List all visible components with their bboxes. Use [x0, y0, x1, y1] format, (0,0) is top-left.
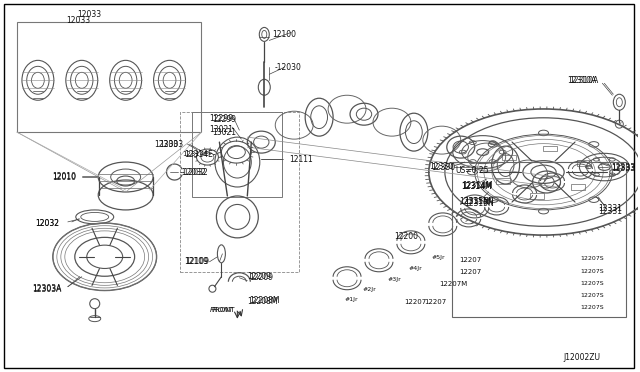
Bar — [543, 145, 557, 151]
Text: 12207M: 12207M — [439, 281, 467, 287]
Text: FRONT: FRONT — [211, 307, 235, 312]
Text: 12033: 12033 — [77, 10, 102, 19]
Text: 12209: 12209 — [247, 272, 271, 281]
Text: -12030: -12030 — [275, 63, 301, 72]
Text: 12109: 12109 — [186, 257, 209, 266]
Text: 12303: 12303 — [155, 140, 179, 148]
Text: 12032: 12032 — [35, 219, 59, 228]
Text: 12310A: 12310A — [567, 76, 596, 85]
Text: 12208M: 12208M — [250, 296, 280, 305]
Text: 12207S: 12207S — [580, 256, 604, 261]
Text: 12333: 12333 — [611, 163, 636, 171]
Bar — [502, 154, 516, 160]
Text: #1Jr: #1Jr — [344, 297, 358, 302]
Text: #5Jr: #5Jr — [432, 255, 445, 260]
Bar — [571, 184, 585, 190]
Text: #3Jr: #3Jr — [388, 277, 402, 282]
Text: 12207: 12207 — [404, 299, 426, 305]
Text: 12314E-: 12314E- — [184, 150, 216, 158]
Text: -12032: -12032 — [182, 167, 208, 177]
Text: -12032: -12032 — [179, 167, 206, 177]
Text: 12331: 12331 — [598, 205, 622, 214]
Text: #2Jr: #2Jr — [362, 287, 376, 292]
Text: 12200: 12200 — [394, 232, 418, 241]
Text: #4Jr: #4Jr — [409, 266, 422, 271]
Text: 12314M: 12314M — [461, 183, 492, 192]
Text: 12330: 12330 — [431, 163, 455, 171]
Text: 12010: 12010 — [52, 173, 76, 182]
Text: 12303A: 12303A — [32, 284, 61, 293]
Text: 12314M: 12314M — [461, 180, 492, 189]
Text: 12314E-: 12314E- — [182, 151, 212, 157]
Bar — [179, 112, 299, 272]
Text: 12315N: 12315N — [464, 199, 493, 208]
Text: 12331: 12331 — [598, 208, 622, 217]
Text: 12207S: 12207S — [580, 269, 604, 274]
Text: 12209: 12209 — [250, 273, 273, 282]
Text: FRONT: FRONT — [209, 307, 234, 312]
Bar — [193, 112, 282, 197]
Text: 12315N: 12315N — [459, 198, 488, 206]
Text: 13021: 13021 — [209, 125, 234, 134]
Text: 12314M: 12314M — [461, 183, 492, 192]
Text: 12207: 12207 — [459, 257, 481, 263]
Bar — [452, 162, 627, 317]
Text: 12207S: 12207S — [580, 293, 604, 298]
Bar — [496, 178, 510, 184]
Text: 12315N: 12315N — [464, 198, 493, 206]
Bar — [531, 193, 545, 199]
Text: 12207S: 12207S — [580, 281, 604, 286]
Text: 13021: 13021 — [212, 128, 236, 137]
Text: 12111: 12111 — [289, 155, 313, 164]
Text: 12207: 12207 — [459, 269, 481, 275]
Text: 12207S: 12207S — [580, 305, 604, 310]
Text: 12032: 12032 — [35, 219, 59, 228]
Text: 12033: 12033 — [66, 16, 90, 25]
Text: 12303: 12303 — [159, 140, 184, 148]
Text: 12303A: 12303A — [32, 285, 61, 294]
Text: 12299: 12299 — [212, 115, 236, 124]
Text: US=0.25: US=0.25 — [456, 166, 489, 174]
Text: 12333: 12333 — [611, 164, 636, 173]
Text: 12207: 12207 — [424, 299, 446, 305]
Text: 12010: 12010 — [52, 171, 76, 180]
Bar — [17, 22, 202, 132]
Text: 12208M: 12208M — [247, 297, 278, 306]
Text: 12100: 12100 — [272, 30, 296, 39]
Bar — [577, 160, 591, 166]
Text: 12109: 12109 — [184, 257, 209, 266]
Text: 12299: 12299 — [209, 114, 234, 123]
Text: 12330: 12330 — [429, 161, 453, 170]
Text: J12002ZU: J12002ZU — [563, 353, 600, 362]
Text: 12310A: 12310A — [569, 76, 598, 85]
